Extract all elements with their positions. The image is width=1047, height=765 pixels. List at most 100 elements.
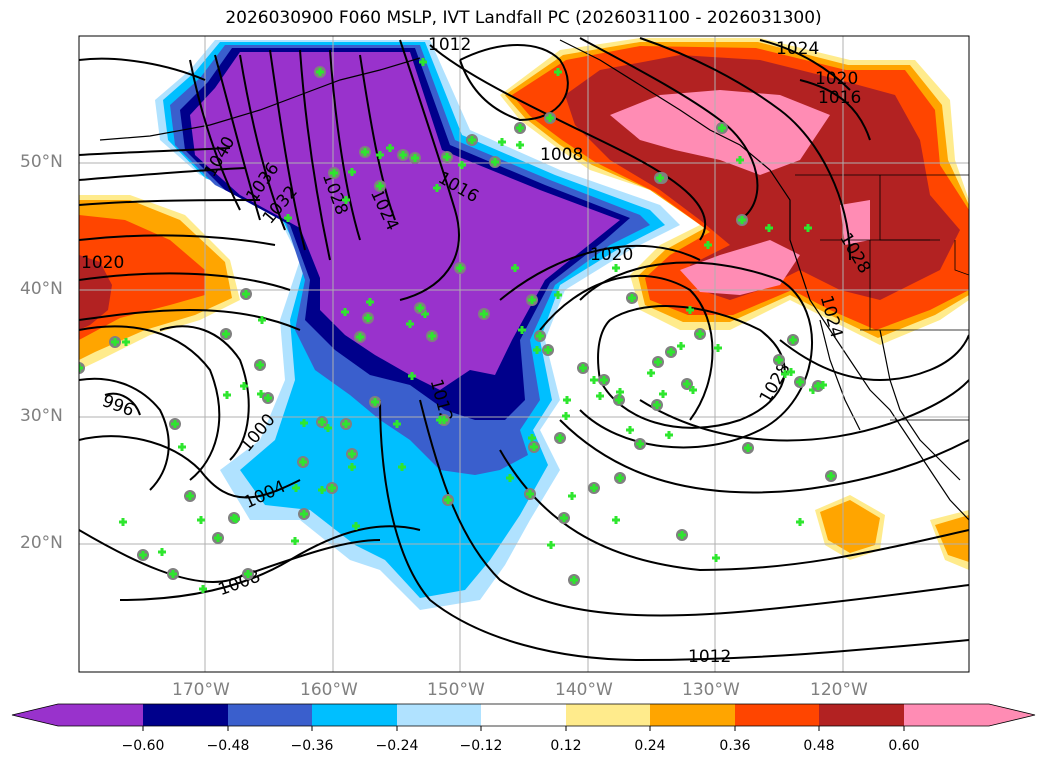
lat-label: 40°N (20, 279, 63, 299)
station-plus-marker (647, 369, 655, 377)
station-plus-marker (616, 474, 624, 482)
station-plus-marker (738, 216, 746, 224)
station-plus-marker (516, 141, 524, 149)
station-plus-marker (491, 158, 499, 166)
colorbar-tick: −0.36 (290, 738, 334, 754)
station-plus-marker (240, 382, 248, 390)
station-plus-marker (536, 332, 544, 340)
station-plus-marker (232, 515, 240, 523)
station-plus-marker (736, 156, 744, 164)
colorbar-tick: 0.24 (634, 738, 666, 754)
station-plus-marker (348, 450, 356, 458)
station-plus-marker (186, 492, 194, 500)
station-plus-marker (256, 361, 264, 369)
station-plus-marker (393, 420, 401, 428)
colorbar-segment (735, 704, 819, 726)
station-plus-marker (421, 310, 429, 318)
station-plus-marker (341, 308, 349, 316)
station-plus-marker (665, 431, 673, 439)
station-plus-marker (516, 124, 524, 132)
colorbar-segment (819, 704, 904, 726)
station-plus-marker (570, 576, 578, 584)
station-plus-marker (408, 372, 416, 380)
station-plus-marker (689, 386, 697, 394)
station-plus-marker (533, 346, 541, 354)
station-plus-marker (683, 380, 691, 388)
colorbar-tick: −0.48 (206, 738, 250, 754)
colorbar-segment (228, 704, 312, 726)
positive-ivt-east (500, 38, 969, 345)
station-plus-marker (258, 316, 266, 324)
mslp-contours (79, 37, 969, 662)
station-plus-marker (626, 426, 634, 434)
station-plus-marker (300, 419, 308, 427)
station-plus-marker (636, 440, 644, 448)
station-plus-marker (787, 368, 795, 376)
contour-label: 1020 (590, 245, 633, 265)
station-plus-marker (560, 514, 568, 522)
station-plus-marker (366, 298, 374, 306)
map-title: 2026030900 F060 MSLP, IVT Landfall PC (2… (225, 8, 822, 28)
station-plus-marker (291, 537, 299, 545)
station-plus-marker (416, 304, 424, 312)
station-plus-marker (556, 434, 564, 442)
station-plus-marker (714, 344, 722, 352)
station-plus-marker (554, 291, 562, 299)
station-plus-marker (316, 68, 324, 76)
station-plus-marker (197, 516, 205, 524)
colorbar-segment (481, 704, 566, 726)
station-plus-marker (158, 548, 166, 556)
station-plus-marker (568, 492, 576, 500)
station-plus-marker (696, 330, 704, 338)
station-plus-marker (171, 420, 179, 428)
station-plus-marker (659, 390, 667, 398)
station-plus-marker (612, 264, 620, 272)
station-plus-marker (765, 224, 773, 232)
lon-label: 160°W (300, 680, 358, 700)
station-plus-marker (518, 326, 526, 334)
lat-label: 20°N (20, 533, 63, 553)
station-plus-marker (264, 394, 272, 402)
station-plus-marker (789, 336, 797, 344)
station-plus-marker (119, 518, 127, 526)
station-plus-marker (596, 392, 604, 400)
station-plus-marker (356, 333, 364, 341)
station-plus-marker (406, 320, 414, 328)
station-markers (79, 58, 837, 593)
contour-label: 1024 (776, 39, 819, 59)
colorbar-segment (650, 704, 735, 726)
station-plus-marker (299, 458, 307, 466)
station-plus-marker (436, 416, 444, 424)
station-plus-marker (796, 378, 804, 386)
station-plus-marker (528, 296, 536, 304)
station-plus-marker (348, 168, 356, 176)
station-plus-marker (458, 161, 466, 169)
colorbar-outline (11, 703, 1036, 727)
station-plus-marker (704, 241, 712, 249)
station-plus-marker (526, 490, 534, 498)
colorbar-segment (904, 704, 1035, 726)
station-plus-marker (506, 474, 514, 482)
station-plus-marker (443, 153, 451, 161)
contour-label: 1012 (428, 35, 471, 55)
station-plus-marker (498, 138, 506, 146)
station-plus-marker (590, 484, 598, 492)
station-plus-marker (244, 570, 252, 578)
colorbar-segment (143, 704, 228, 726)
contour-label: 1008 (540, 145, 583, 165)
map-plot-area: 1024 1020 1016 1012 1008 1040 1036 1032 … (79, 35, 969, 672)
negative-ivt-shading (155, 40, 680, 610)
borders (795, 174, 969, 421)
colorbar (11, 703, 1036, 731)
colorbar-tick: −0.60 (121, 738, 165, 754)
station-plus-marker (348, 463, 356, 471)
station-plus-marker (178, 443, 186, 451)
coastlines (99, 39, 969, 521)
station-plus-marker (433, 184, 441, 192)
station-plus-marker (222, 330, 230, 338)
station-plus-marker (324, 424, 332, 432)
station-plus-marker (169, 570, 177, 578)
station-plus-marker (528, 434, 536, 442)
station-plus-marker (428, 332, 436, 340)
